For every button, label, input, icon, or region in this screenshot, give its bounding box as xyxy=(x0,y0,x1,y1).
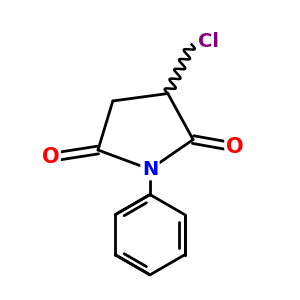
Text: N: N xyxy=(142,160,158,179)
Text: Cl: Cl xyxy=(198,32,219,51)
Text: O: O xyxy=(226,137,244,157)
Text: O: O xyxy=(42,147,59,167)
